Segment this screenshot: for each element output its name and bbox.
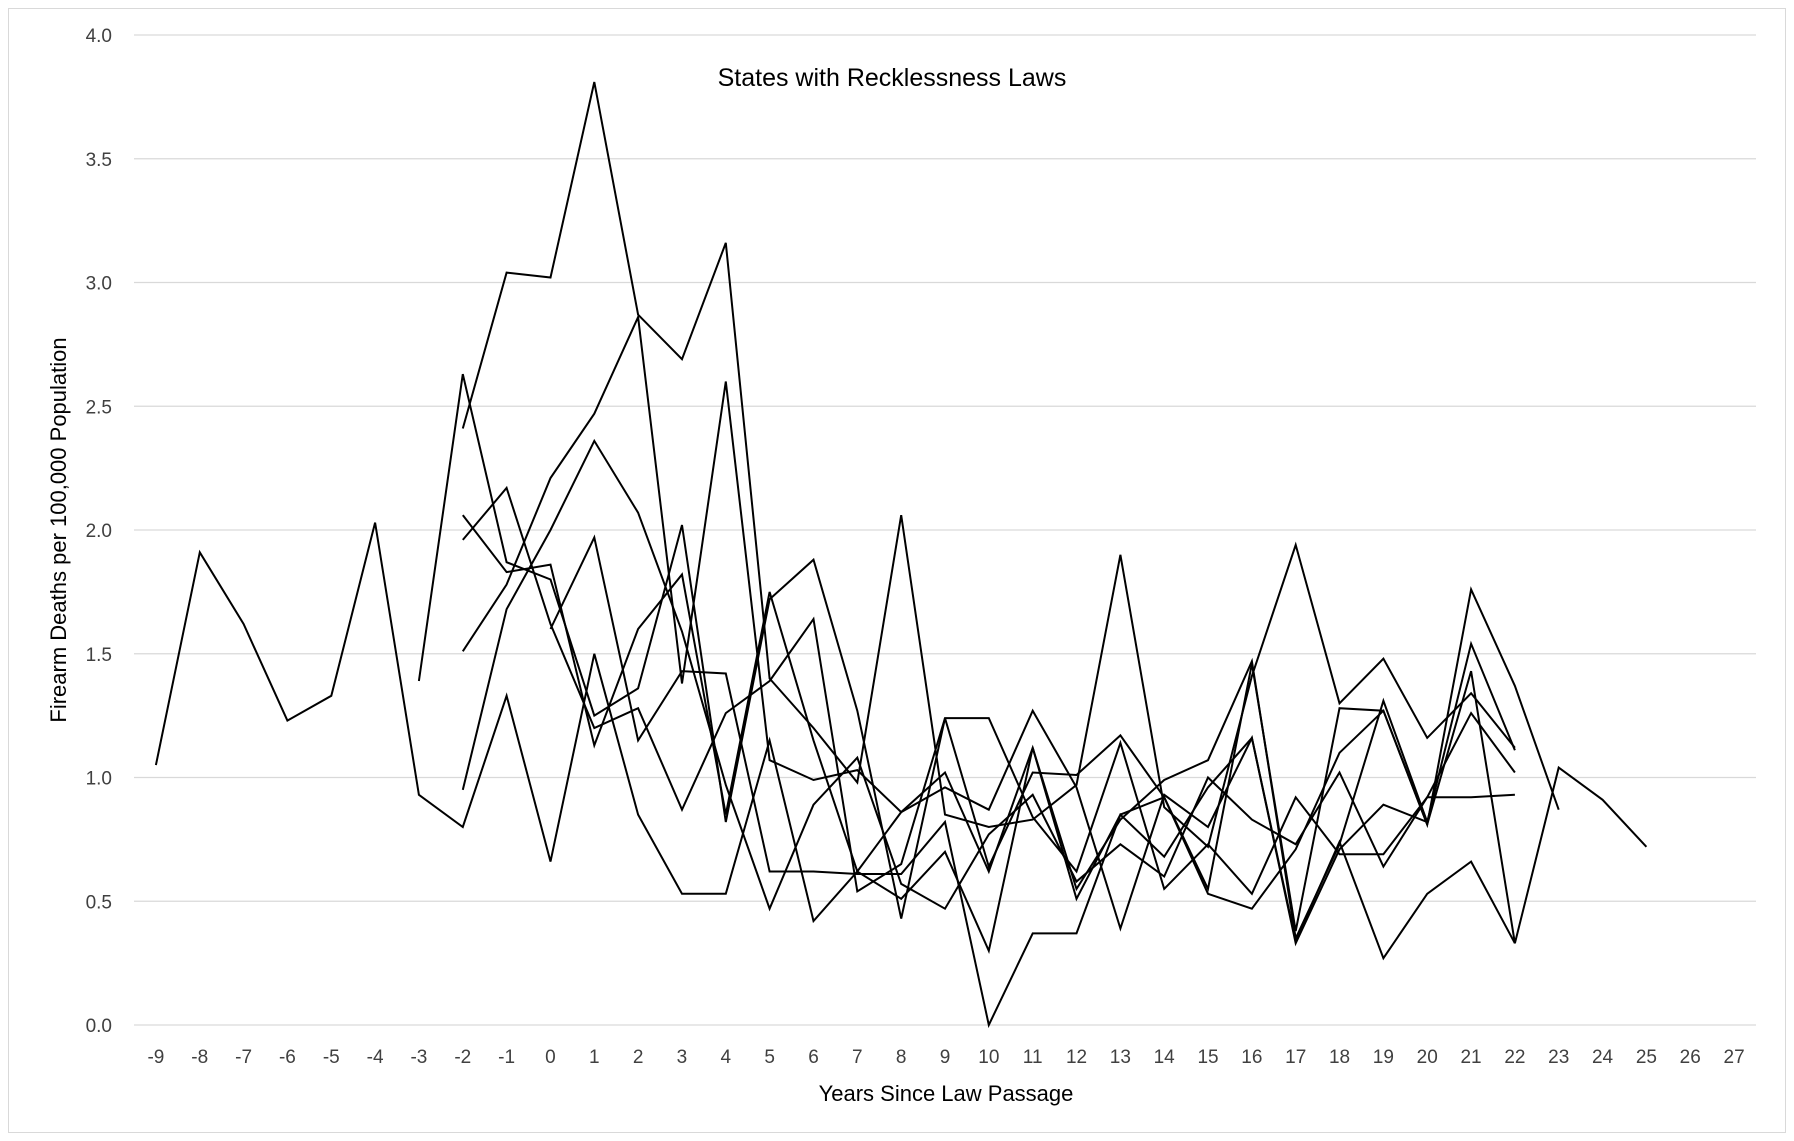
x-tick-label: 16	[1241, 1047, 1262, 1068]
x-tick-label: 20	[1417, 1047, 1438, 1068]
series-line-8	[549, 534, 1516, 1029]
x-tick-label: -6	[279, 1047, 296, 1068]
x-tick-label: -8	[191, 1047, 208, 1068]
x-tick-label: 17	[1285, 1047, 1306, 1068]
y-tick-label: 0.0	[86, 1016, 112, 1037]
x-tick-label: 0	[545, 1047, 556, 1068]
x-tick-label: 2	[633, 1047, 644, 1068]
x-tick-label: 27	[1724, 1047, 1745, 1068]
x-tick-label: -5	[323, 1047, 340, 1068]
x-tick-label: 9	[940, 1047, 951, 1068]
x-tick-label: 6	[808, 1047, 819, 1068]
x-tick-label: -1	[498, 1047, 515, 1068]
x-tick-label: 5	[764, 1047, 775, 1068]
x-tick-label: -3	[410, 1047, 427, 1068]
y-tick-label: 1.0	[86, 769, 112, 790]
x-tick-label: 3	[677, 1047, 688, 1068]
series-line-1	[154, 522, 1648, 955]
y-tick-label: 2.0	[86, 521, 112, 542]
y-axis-title: Firearm Deaths per 100,000 Population	[46, 337, 71, 722]
x-tick-label: -7	[235, 1047, 252, 1068]
series-line-7	[462, 514, 1429, 942]
x-axis-tick-labels: -9 -8 -7 -6 -5 -4 -3 -2 -1 0 1 2 3 4 5 6 7 8 9 10 11 12 13 14 15…	[147, 1047, 1744, 1068]
x-tick-label: 10	[978, 1047, 999, 1068]
x-tick-label: 4	[721, 1047, 732, 1068]
y-tick-label: 0.5	[86, 892, 112, 913]
chart-title: States with Recklessness Laws	[718, 64, 1067, 92]
x-tick-label: -9	[147, 1047, 164, 1068]
x-tick-label: 8	[896, 1047, 907, 1068]
x-tick-label: 21	[1460, 1047, 1481, 1068]
x-tick-label: 15	[1197, 1047, 1218, 1068]
x-tick-label: 11	[1023, 1047, 1043, 1068]
y-tick-label: 3.0	[86, 274, 112, 295]
series-lines	[154, 81, 1648, 1029]
x-tick-label: 19	[1373, 1047, 1394, 1068]
y-axis-tick-labels: 0.0 0.5 1.0 1.5 2.0 2.5 3.0 3.5 4.0	[86, 26, 112, 1037]
x-tick-label: 14	[1154, 1047, 1176, 1068]
gridlines	[134, 34, 1756, 1026]
x-tick-label: 26	[1680, 1047, 1701, 1068]
series-line-3	[461, 81, 1516, 849]
x-tick-label: 25	[1636, 1047, 1657, 1068]
chart-frame	[8, 8, 1786, 1133]
x-tick-label: 7	[852, 1047, 863, 1068]
y-tick-label: 1.5	[86, 645, 112, 666]
x-tick-label: -2	[454, 1047, 471, 1068]
x-tick-label: 1	[589, 1047, 600, 1068]
x-tick-label: 12	[1066, 1047, 1087, 1068]
series-line-4	[462, 485, 1515, 896]
x-tick-label: 24	[1592, 1047, 1614, 1068]
x-tick-label: -4	[367, 1047, 384, 1068]
x-tick-label: 13	[1110, 1047, 1131, 1068]
x-axis-title: Years Since Law Passage	[819, 1081, 1074, 1106]
y-tick-label: 3.5	[86, 150, 112, 171]
x-tick-label: 22	[1504, 1047, 1525, 1068]
series-line-5	[461, 313, 1516, 947]
x-tick-label: 18	[1329, 1047, 1350, 1068]
series-line-6	[461, 438, 1516, 912]
y-tick-label: 2.5	[86, 397, 112, 418]
x-tick-label: 23	[1548, 1047, 1569, 1068]
y-tick-label: 4.0	[86, 26, 112, 47]
